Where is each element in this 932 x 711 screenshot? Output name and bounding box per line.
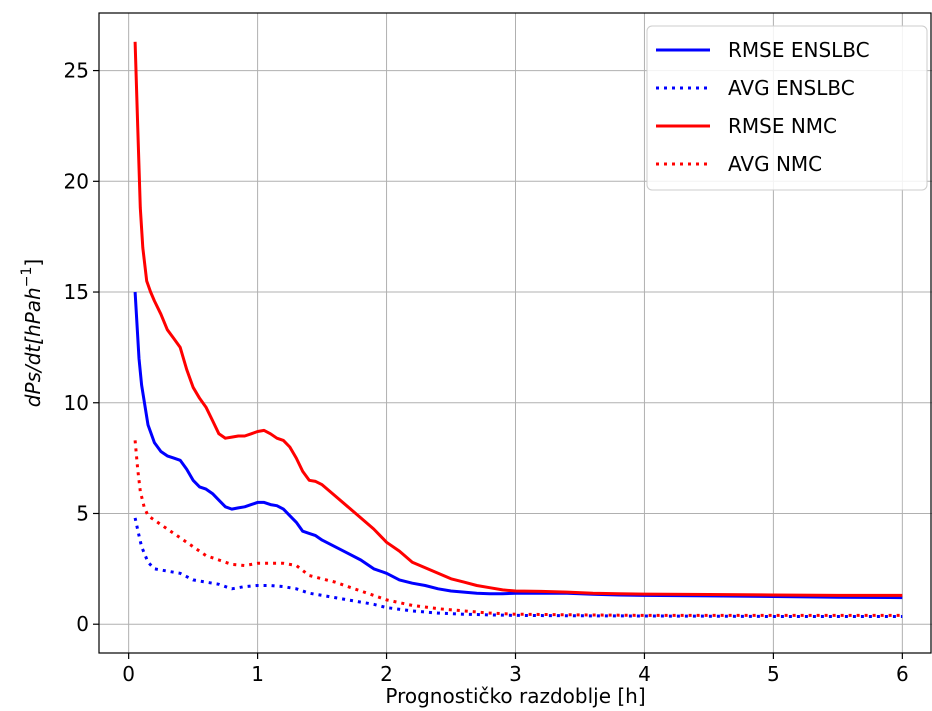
y-tick-label: 20 (64, 169, 89, 193)
x-axis-ticks: 0 1 2 3 4 5 6 (122, 653, 909, 686)
x-axis-label: Prognostičko razdoblje [h] (385, 684, 645, 708)
legend-label-avg-nmc: AVG NMC (728, 152, 822, 176)
y-tick-label: 0 (76, 612, 89, 636)
series-line-rmse-enslbc (133, 291, 903, 600)
x-tick-label: 1 (251, 662, 264, 686)
y-axis-label-close: ] (21, 259, 45, 267)
x-tick-label: 3 (509, 662, 522, 686)
series-line-rmse-nmc (133, 41, 903, 597)
series-layer (133, 41, 903, 618)
y-tick-label: 10 (64, 391, 89, 415)
grid (99, 13, 932, 653)
x-tick-label: 0 (122, 662, 135, 686)
x-tick-label: 5 (767, 662, 780, 686)
y-axis-ticks: 0 5 10 15 20 25 (64, 59, 99, 636)
y-axis-label-base: dPs/dt[hPah (21, 287, 45, 407)
y-tick-label: 5 (76, 501, 89, 525)
x-tick-label: 6 (896, 662, 909, 686)
legend: RMSE ENSLBC AVG ENSLBC RMSE NMC AVG NMC (646, 25, 928, 191)
y-axis-label-exponent: −1 (19, 267, 35, 288)
y-tick-label: 15 (64, 280, 89, 304)
y-tick-label: 25 (64, 59, 89, 83)
x-tick-label: 4 (638, 662, 651, 686)
legend-box (646, 25, 928, 191)
legend-label-avg-enslbc: AVG ENSLBC (728, 76, 855, 100)
legend-label-rmse-nmc: RMSE NMC (728, 114, 837, 138)
legend-label-rmse-enslbc: RMSE ENSLBC (728, 38, 870, 62)
y-axis-label: dPs/dt[hPah−1] (19, 259, 45, 407)
x-tick-label: 2 (380, 662, 393, 686)
